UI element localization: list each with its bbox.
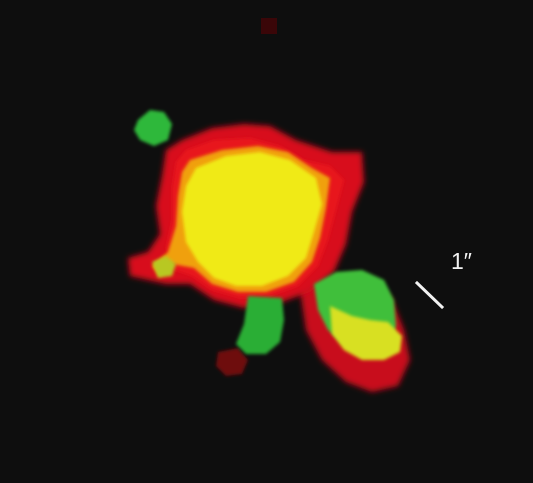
main-galaxy-yellow-core	[182, 152, 322, 286]
faint-red-pixel	[261, 18, 277, 34]
red-knot-lower-left	[216, 348, 248, 376]
green-knot-upper-left	[134, 110, 172, 146]
scale-bar	[414, 280, 445, 310]
green-tail-south	[236, 296, 284, 354]
southeast-blob-yellow	[330, 306, 402, 360]
core-left-spot	[152, 256, 176, 278]
scale-bar-label: 1″	[451, 248, 472, 274]
